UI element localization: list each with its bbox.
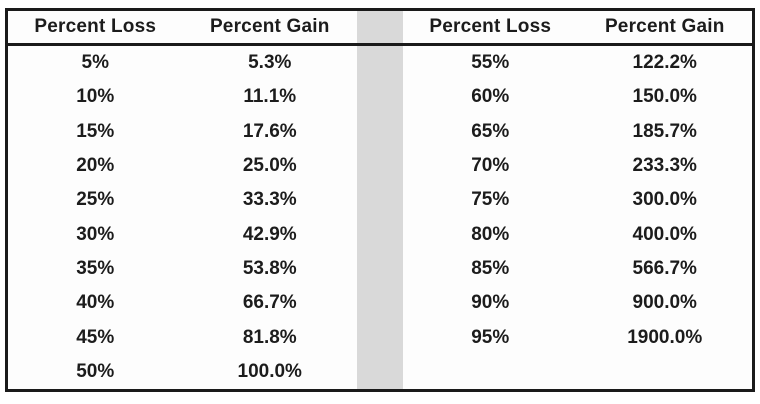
left-percent-loss-header: Percent Loss [34, 16, 157, 37]
percent-loss-cell: 50% [76, 360, 115, 382]
percent-gain-cell: 1900.0% [627, 326, 703, 348]
percent-gain-cell: 81.8% [242, 326, 297, 348]
right-percent-gain-header: Percent Gain [604, 16, 725, 37]
percent-gain-cell: 17.6% [242, 120, 297, 142]
table-row: 80% 400.0% [403, 217, 752, 251]
percent-loss-cell: 55% [471, 52, 510, 74]
table-row: 60% 150.0% [403, 80, 752, 114]
percent-gain-cell: 66.7% [242, 292, 297, 314]
percent-loss-cell: 45% [76, 326, 115, 348]
table-header-row: Percent Loss Percent Gain Percent Loss P… [8, 11, 752, 46]
table-row: 70% 233.3% [403, 149, 752, 183]
table-row: 95% 1900.0% [403, 320, 752, 354]
percent-loss-cell: 60% [471, 86, 510, 108]
left-table-body: 5% 5.3% 10% 11.1% 15% 17.6% 20% 25.0% 25% 33.3% 30… [8, 46, 357, 389]
table-row: 90% 900.0% [403, 286, 752, 320]
percent-gain-cell: 122.2% [632, 52, 697, 74]
percent-gain-cell: 185.7% [632, 120, 697, 142]
table-row: 85% 566.7% [403, 252, 752, 286]
percent-loss-cell: 90% [471, 292, 510, 314]
left-percent-gain-header: Percent Gain [209, 16, 330, 37]
percent-loss-cell: 40% [76, 292, 115, 314]
percent-loss-cell: 25% [76, 189, 115, 211]
percent-gain-cell: 300.0% [632, 189, 697, 211]
percent-gain-cell: 566.7% [632, 257, 697, 279]
table-row: 45% 81.8% [8, 320, 357, 354]
percent-gain-cell: 53.8% [242, 257, 297, 279]
table-row: 35% 53.8% [8, 252, 357, 286]
table-row: 20% 25.0% [8, 149, 357, 183]
table-divider-strip [357, 11, 403, 43]
percent-loss-cell: 85% [471, 257, 510, 279]
percent-loss-cell: 65% [471, 120, 510, 142]
percent-gain-cell: 5.3% [248, 52, 292, 74]
percent-loss-cell: 30% [76, 223, 115, 245]
table-row: 50% 100.0% [8, 355, 357, 389]
loss-gain-conversion-table: Percent Loss Percent Gain Percent Loss P… [5, 8, 755, 392]
percent-loss-cell: 20% [76, 155, 115, 177]
right-table-header: Percent Loss Percent Gain [403, 11, 752, 43]
percent-gain-cell: 400.0% [632, 223, 697, 245]
percent-loss-cell: 35% [76, 257, 115, 279]
table-row: 5% 5.3% [8, 46, 357, 80]
percent-gain-cell: 42.9% [242, 223, 297, 245]
right-percent-loss-header: Percent Loss [429, 16, 552, 37]
table-body: 5% 5.3% 10% 11.1% 15% 17.6% 20% 25.0% 25% 33.3% 30… [8, 46, 752, 389]
table-row: 15% 17.6% [8, 115, 357, 149]
percent-gain-cell: 33.3% [242, 189, 297, 211]
right-table-body: 55% 122.2% 60% 150.0% 65% 185.7% 70% 233.3% 75% 3… [403, 46, 752, 389]
table-row: 55% 122.2% [403, 46, 752, 80]
table-divider-strip [357, 46, 403, 389]
percent-gain-cell: 100.0% [237, 360, 302, 382]
percent-gain-cell: 25.0% [242, 155, 297, 177]
percent-gain-cell: 11.1% [243, 86, 297, 108]
percent-loss-cell: 95% [471, 326, 510, 348]
percent-loss-cell: 5% [81, 52, 109, 74]
percent-loss-cell: 70% [471, 155, 510, 177]
percent-loss-cell: 10% [76, 86, 115, 108]
table-row: 65% 185.7% [403, 115, 752, 149]
table-row: 40% 66.7% [8, 286, 357, 320]
percent-loss-cell: 15% [76, 120, 115, 142]
table-row: 10% 11.1% [8, 80, 357, 114]
table-row: 25% 33.3% [8, 183, 357, 217]
percent-gain-cell: 150.0% [632, 86, 697, 108]
percent-gain-cell: 900.0% [632, 292, 697, 314]
table-row: 75% 300.0% [403, 183, 752, 217]
percent-gain-cell: 233.3% [632, 155, 697, 177]
percent-loss-cell: 75% [471, 189, 510, 211]
table-row: 30% 42.9% [8, 217, 357, 251]
percent-loss-cell: 80% [471, 223, 510, 245]
left-table-header: Percent Loss Percent Gain [8, 11, 357, 43]
